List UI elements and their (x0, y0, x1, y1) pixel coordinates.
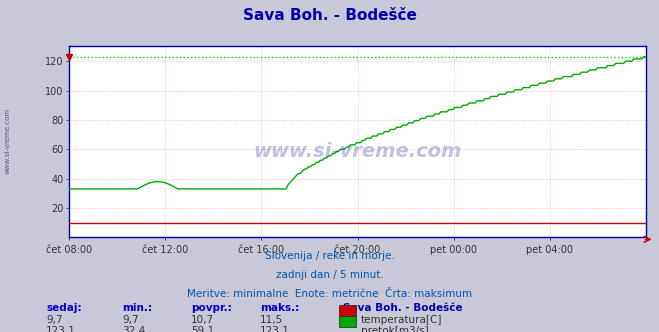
Text: Meritve: minimalne  Enote: metrične  Črta: maksimum: Meritve: minimalne Enote: metrične Črta:… (187, 289, 472, 299)
Text: povpr.:: povpr.: (191, 303, 232, 313)
Text: Sava Boh. - Bodešče: Sava Boh. - Bodešče (243, 8, 416, 23)
Text: 123,1: 123,1 (46, 326, 76, 332)
Text: 9,7: 9,7 (46, 315, 63, 325)
Text: Sava Boh. - Bodešče: Sava Boh. - Bodešče (343, 303, 463, 313)
Text: 32,4: 32,4 (122, 326, 145, 332)
Text: 9,7: 9,7 (122, 315, 138, 325)
Text: min.:: min.: (122, 303, 152, 313)
Text: www.si-vreme.com: www.si-vreme.com (253, 142, 462, 161)
Text: sedaj:: sedaj: (46, 303, 82, 313)
Text: 11,5: 11,5 (260, 315, 283, 325)
Text: temperatura[C]: temperatura[C] (361, 315, 443, 325)
Text: maks.:: maks.: (260, 303, 300, 313)
Text: 10,7: 10,7 (191, 315, 214, 325)
Text: Slovenija / reke in morje.: Slovenija / reke in morje. (264, 251, 395, 261)
Text: 123,1: 123,1 (260, 326, 290, 332)
Text: pretok[m3/s]: pretok[m3/s] (361, 326, 429, 332)
Text: www.si-vreme.com: www.si-vreme.com (5, 108, 11, 174)
Text: 59,1: 59,1 (191, 326, 214, 332)
Text: zadnji dan / 5 minut.: zadnji dan / 5 minut. (275, 270, 384, 280)
